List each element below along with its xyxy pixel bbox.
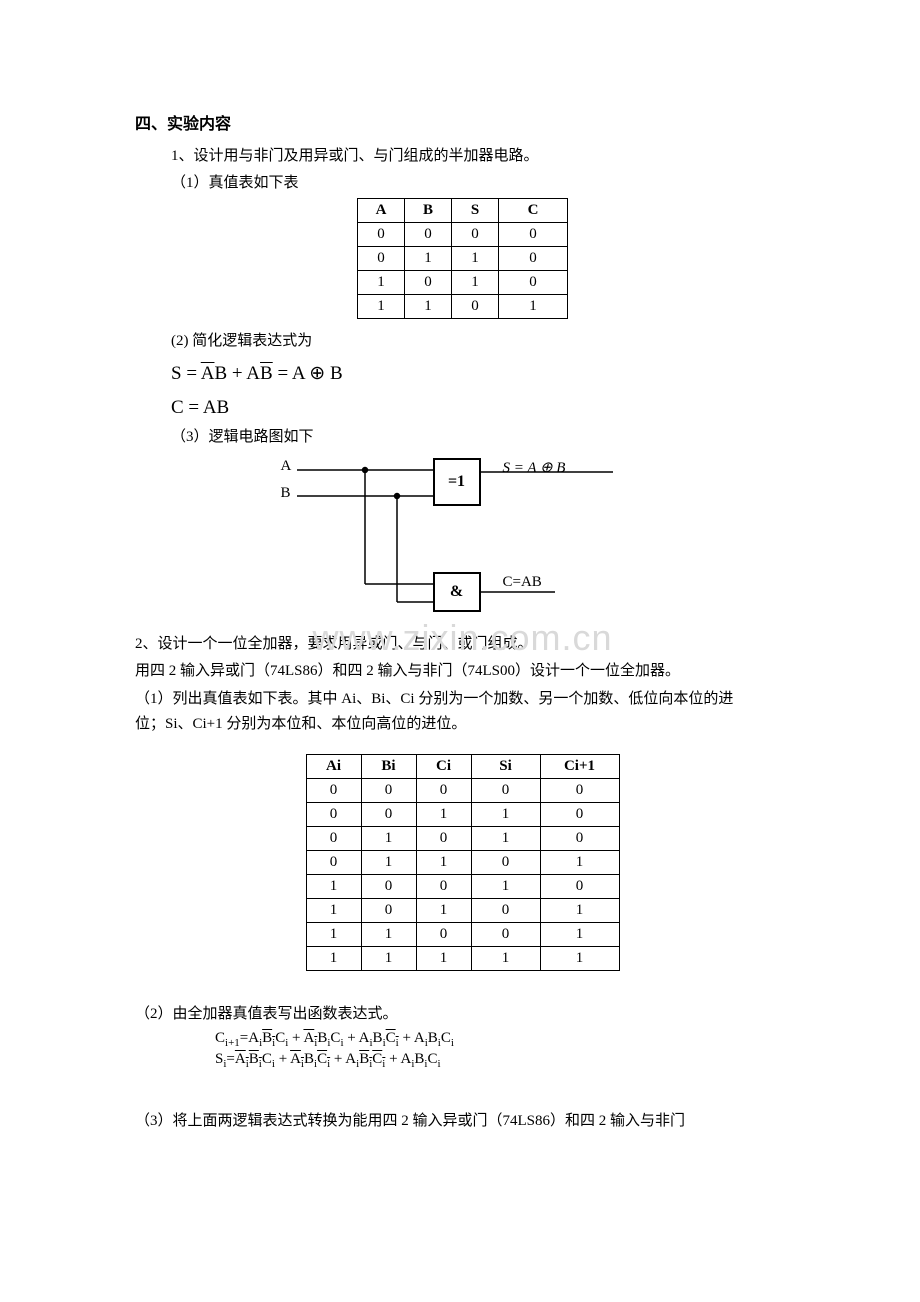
equation-Si: Si=AiBiCi + AiBiCi + AiBiCi + AiBiCi — [215, 1051, 790, 1070]
half-adder-truth-table: ABSC 0000011010101101 — [357, 198, 568, 319]
table-header: B — [405, 199, 452, 223]
and-gate: & — [433, 572, 481, 612]
part2-sub3: （3）将上面两逻辑表达式转换为能用四 2 输入异或门（74LS86）和四 2 输… — [135, 1110, 790, 1133]
equation-Ci1: Ci+1=AiBiCi + AiBiCi + AiBiCi + AiBiCi — [215, 1030, 790, 1049]
full-adder-truth-table: AiBiCiSiCi+1 000000011001010011011001010… — [306, 754, 620, 971]
table-header: S — [452, 199, 499, 223]
part2-sub1a: （1）列出真值表如下表。其中 Ai、Bi、Ci 分别为一个加数、另一个加数、低位… — [135, 688, 790, 711]
table-row: 01010 — [306, 827, 619, 851]
part2-sub1b: 位；Si、Ci+1 分别为本位和、本位向高位的进位。 — [135, 713, 790, 736]
table-header: A — [358, 199, 405, 223]
table-row: 00110 — [306, 803, 619, 827]
table-row: 01101 — [306, 851, 619, 875]
table-header: Ci — [416, 755, 471, 779]
table-header: Si — [471, 755, 540, 779]
table-header: Ci+1 — [540, 755, 619, 779]
table-row: 10010 — [306, 875, 619, 899]
part1-sub1: （1）真值表如下表 — [171, 171, 790, 192]
table-row: 1010 — [358, 271, 568, 295]
table-row: 11001 — [306, 923, 619, 947]
part1-sub3: （3）逻辑电路图如下 — [171, 425, 790, 446]
table-header: Bi — [361, 755, 416, 779]
circuit-out-s: S = A ⊕ B — [503, 458, 566, 477]
circuit-label-a: A — [281, 458, 292, 475]
table-row: 0110 — [358, 247, 568, 271]
section-title: 四、实验内容 — [135, 110, 790, 134]
xor-gate: =1 — [433, 458, 481, 506]
half-adder-circuit: A B =1 & S = A ⊕ B C=AB — [273, 452, 653, 627]
table-header: Ai — [306, 755, 361, 779]
equation-C: C = AB — [171, 397, 790, 419]
table-header: C — [499, 199, 568, 223]
part2-sub2: （2）由全加器真值表写出函数表达式。 — [135, 1003, 790, 1026]
table-row: 0000 — [358, 223, 568, 247]
table-row: 00000 — [306, 779, 619, 803]
part1-sub2: (2) 简化逻辑表达式为 — [171, 329, 790, 350]
table-row: 1101 — [358, 295, 568, 319]
table-row: 10101 — [306, 899, 619, 923]
part2-heading: 2、设计一个一位全加器，要求用异或门、与门、或门组成。 — [135, 633, 790, 656]
part1-heading: 1、设计用与非门及用异或门、与门组成的半加器电路。 — [171, 144, 790, 165]
equation-S: S = AB + AB = A ⊕ B — [171, 362, 790, 385]
part2-intro: 用四 2 输入异或门（74LS86）和四 2 输入与非门（74LS00）设计一个… — [135, 660, 790, 683]
circuit-out-c: C=AB — [503, 574, 542, 591]
table-row: 11111 — [306, 947, 619, 971]
circuit-label-b: B — [281, 485, 291, 502]
